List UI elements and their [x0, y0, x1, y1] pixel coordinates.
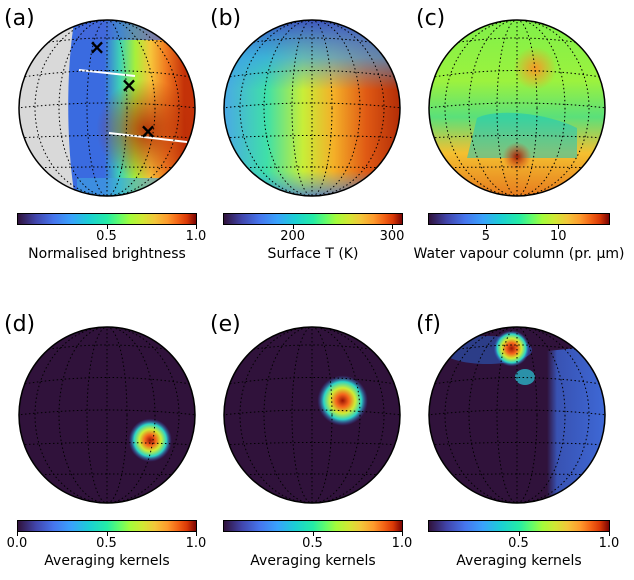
colorbar-a-tick — [106, 225, 108, 229]
colorbar-f-tick — [518, 532, 520, 536]
marker-1: × — [89, 35, 106, 59]
globe-surface-temperature — [223, 19, 401, 197]
marker-3: × — [140, 119, 157, 143]
panel-label-d: (d) — [4, 312, 36, 337]
colorbar-c-tick — [558, 225, 560, 229]
colorbar-f-tick-label: 0.5 — [508, 536, 529, 551]
panel-label-c: (c) — [416, 6, 446, 31]
colorbar-a-tick — [196, 225, 197, 229]
colorbar-d — [17, 520, 197, 532]
colorbar-b-tick-label: 300 — [379, 229, 405, 244]
colorbar-e-tick-label: 1.0 — [391, 536, 413, 551]
colorbar-e-title: Averaging kernels — [250, 553, 376, 569]
panel-label-e: (e) — [210, 312, 241, 337]
colorbar-f-tick — [609, 532, 610, 536]
colorbar-b-tick-label: 200 — [280, 229, 306, 244]
colorbar-e-tick — [402, 532, 403, 536]
panel-label-b: (b) — [210, 6, 242, 31]
marker-2: × — [121, 73, 138, 97]
colorbar-c-title: Water vapour column (pr. μm) — [413, 246, 625, 262]
colorbar-d-title: Averaging kernels — [44, 553, 170, 569]
colorbar-a-tick-label: 0.5 — [96, 229, 117, 244]
colorbar-b — [223, 213, 403, 225]
colorbar-d-tick — [17, 532, 18, 536]
colorbar-a — [17, 213, 197, 225]
colorbar-c-tick-label: 10 — [550, 229, 567, 244]
colorbar-e — [223, 520, 403, 532]
globe-averaging-kernel-f — [428, 326, 606, 504]
globe-brightness: × × × — [18, 19, 196, 197]
colorbar-d-tick-label: 0.5 — [96, 536, 117, 551]
colorbar-d-tick — [196, 532, 197, 536]
colorbar-a-tick-label: 1.0 — [185, 229, 207, 244]
colorbar-d-tick — [106, 532, 108, 536]
colorbar-b-tick — [292, 225, 294, 229]
globe-water-vapour — [428, 19, 606, 197]
colorbar-c-tick-label: 5 — [481, 229, 491, 244]
globe-averaging-kernel-e — [223, 326, 401, 504]
colorbar-e-tick-label: 0.5 — [302, 536, 323, 551]
colorbar-e-tick — [312, 532, 314, 536]
colorbar-c-tick — [485, 225, 487, 229]
colorbar-f — [428, 520, 610, 532]
colorbar-f-title: Averaging kernels — [456, 553, 582, 569]
colorbar-f-tick-label: 1.0 — [598, 536, 620, 551]
colorbar-b-tick — [392, 225, 394, 229]
globe-averaging-kernel-d — [18, 326, 196, 504]
panel-label-a: (a) — [4, 6, 35, 31]
colorbar-d-tick-label: 1.0 — [185, 536, 207, 551]
colorbar-d-tick-label: 0.0 — [6, 536, 28, 551]
colorbar-b-title: Surface T (K) — [267, 246, 359, 262]
panel-label-f: (f) — [416, 312, 441, 337]
colorbar-c — [428, 213, 610, 225]
colorbar-a-title: Normalised brightness — [28, 246, 186, 262]
